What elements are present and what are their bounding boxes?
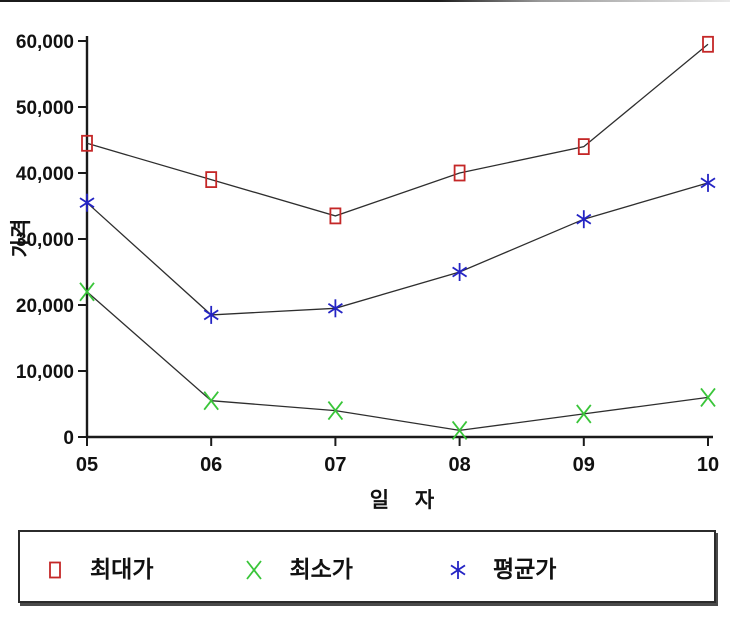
legend-label-avg-price: 평균가	[492, 556, 557, 582]
legend-item-avg-price: 평균가	[445, 551, 556, 583]
svg-text:60,000: 60,000	[16, 32, 74, 53]
legend-label-max-price: 최대가	[90, 556, 154, 582]
svg-text:10: 10	[697, 454, 719, 476]
legend-item-min-price: 최소가	[241, 551, 353, 583]
open-square-marker-icon	[49, 561, 61, 578]
asterisk-marker-icon	[450, 560, 466, 579]
svg-text:09: 09	[573, 454, 595, 476]
plot-area: 0 10,000 20,000 30,000 40,000 50,000 60,000 05 0…	[16, 32, 719, 476]
svg-text:30,000: 30,000	[16, 230, 74, 251]
x-axis-title: 일 자	[369, 489, 445, 512]
svg-text:08: 08	[448, 454, 470, 476]
svg-text:10,000: 10,000	[16, 362, 74, 383]
legend-item-max-price: 최대가	[42, 551, 153, 583]
x-cross-marker-icon	[246, 559, 263, 580]
price-line-chart: 0 10,000 20,000 30,000 40,000 50,000 60,000 05 0…	[10, 32, 719, 512]
window-top-edge	[0, 0, 730, 2]
y-axis-title: 가격	[10, 218, 33, 258]
legend-label-min-price: 최소가	[289, 556, 353, 582]
svg-text:07: 07	[324, 454, 346, 476]
svg-text:20,000: 20,000	[16, 296, 74, 317]
svg-text:06: 06	[200, 454, 222, 476]
svg-text:40,000: 40,000	[16, 164, 74, 185]
chart-legend: 최대가 최소가 평균가	[18, 530, 716, 603]
svg-text:0: 0	[63, 428, 74, 449]
svg-text:50,000: 50,000	[16, 98, 74, 119]
svg-text:05: 05	[76, 454, 98, 476]
